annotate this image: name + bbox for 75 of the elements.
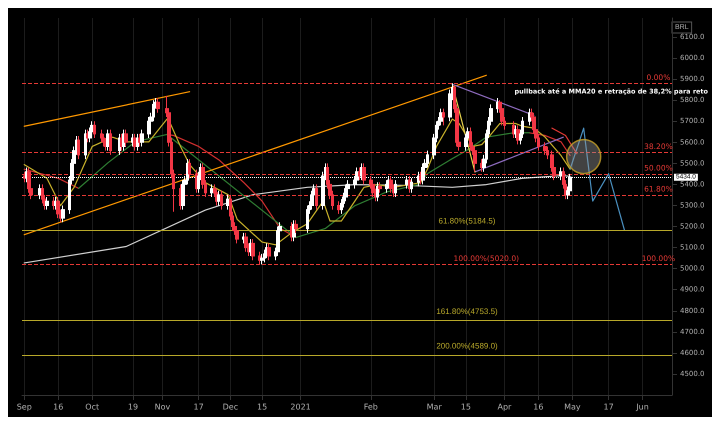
x-tick-label: Apr xyxy=(497,402,512,412)
candlestick xyxy=(181,180,185,210)
ref-line-label: 161.80%(4753.5) xyxy=(436,307,498,316)
x-tick-label: Mar xyxy=(426,402,442,412)
candlestick xyxy=(102,133,105,147)
candlestick xyxy=(124,129,128,147)
candlestick xyxy=(362,162,366,185)
candlestick xyxy=(376,182,379,202)
candlestick xyxy=(86,129,89,143)
x-tick-label: Oct xyxy=(85,402,100,412)
candlestick xyxy=(410,178,413,194)
candlestick xyxy=(38,184,42,200)
x-tick-label: 16 xyxy=(53,402,64,412)
ref-line-label: 61.80%(5184.5) xyxy=(438,216,496,226)
candlestick xyxy=(337,200,341,214)
line-series xyxy=(78,132,530,238)
candlestick xyxy=(419,171,422,185)
candlestick xyxy=(306,204,309,234)
candlestick xyxy=(23,171,26,183)
candlestick xyxy=(61,204,65,223)
x-tick-label: Sep xyxy=(16,402,32,412)
candlestick xyxy=(220,190,223,210)
candlestick xyxy=(439,108,443,126)
candlestick xyxy=(512,120,515,139)
x-tick-label: Jun xyxy=(635,402,649,412)
candlestick xyxy=(152,100,155,122)
candlestick xyxy=(136,133,139,152)
candlestick xyxy=(516,124,520,145)
candlestick xyxy=(93,120,96,139)
candlestick xyxy=(226,194,230,210)
candlestick xyxy=(77,135,80,160)
x-tick-label: 17 xyxy=(603,402,614,412)
candlestick xyxy=(260,253,264,265)
candlestick xyxy=(84,129,87,160)
candlestick xyxy=(140,129,144,147)
candlestick xyxy=(543,142,547,156)
candlestick xyxy=(147,116,151,139)
x-tick-label: Dec xyxy=(222,402,238,412)
candlestick xyxy=(378,182,382,194)
candlestick xyxy=(315,184,318,210)
candlestick xyxy=(514,124,517,139)
candlestick xyxy=(244,232,248,252)
candlestick xyxy=(294,220,298,234)
x-tick-label: Feb xyxy=(364,402,378,412)
candlestick xyxy=(45,196,49,210)
candlestick xyxy=(426,150,429,168)
candlestick xyxy=(389,175,393,194)
x-tick-label: 16 xyxy=(533,402,544,412)
candlestick xyxy=(385,180,388,194)
x-tick-label: Nov xyxy=(154,402,170,412)
candlestick xyxy=(473,146,477,172)
candlestick xyxy=(469,127,472,152)
candlestick xyxy=(408,175,411,194)
candlestick xyxy=(52,196,55,210)
candlestick xyxy=(188,158,191,179)
candlestick xyxy=(442,108,445,126)
candlestick xyxy=(267,242,271,261)
x-tick-label: 15 xyxy=(256,402,268,412)
x-tick-label: 19 xyxy=(128,402,138,412)
candlestick xyxy=(210,184,214,198)
line-series xyxy=(24,174,571,264)
x-tick-label: 2021 xyxy=(290,402,311,412)
ref-line-label: 200.00%(4589.0) xyxy=(436,342,498,351)
candlestick xyxy=(109,129,112,156)
candlestick xyxy=(56,196,60,219)
candlestick xyxy=(394,180,397,198)
candlestick xyxy=(358,167,361,181)
x-tick-label: 15 xyxy=(460,402,471,412)
candlestick xyxy=(251,238,255,261)
candlestick xyxy=(276,226,280,256)
candlestick xyxy=(528,108,531,126)
candlestick xyxy=(156,98,160,114)
x-tick-label: 17 xyxy=(194,402,204,412)
candlestick xyxy=(100,129,103,143)
x-tick-label: May xyxy=(564,402,581,412)
